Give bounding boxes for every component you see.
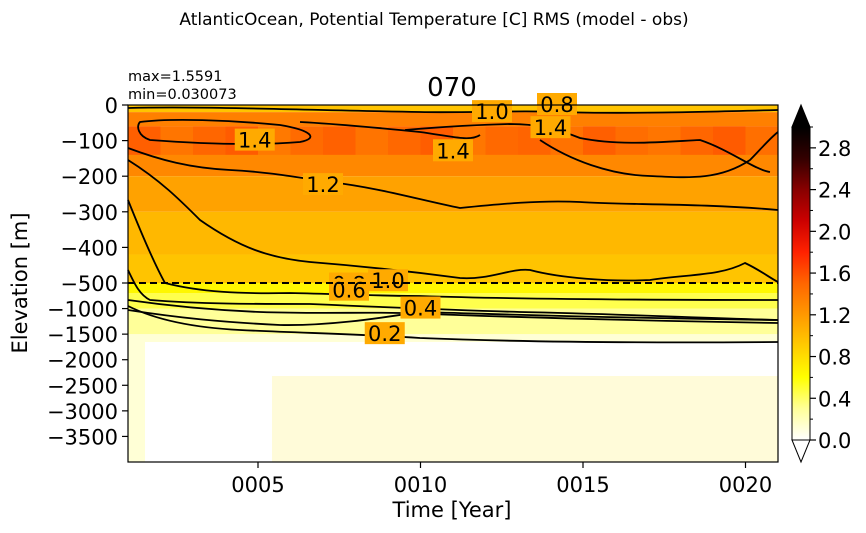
contour-label-bg-9 bbox=[400, 296, 441, 319]
y-lower-tick-label-0: −1000 bbox=[47, 298, 118, 322]
plot-area: 1.00.81.41.41.41.21.00.80.60.40.2 bbox=[127, 93, 779, 463]
field-cell-19 bbox=[745, 126, 778, 155]
chart-title: 070 bbox=[427, 73, 477, 103]
colorbar-tick-label-7: 2.8 bbox=[818, 137, 851, 161]
y-upper-tick-label-3: −300 bbox=[60, 201, 118, 225]
colorbar-extend-min bbox=[791, 439, 811, 464]
field-band-8 bbox=[128, 293, 778, 309]
contour-label-bg-4 bbox=[530, 116, 571, 139]
x-axis-label: Time [Year] bbox=[392, 498, 512, 522]
field-cell-18 bbox=[713, 126, 746, 155]
contour-label-layer: 1.00.81.41.41.41.21.00.80.60.40.2 bbox=[234, 93, 577, 346]
contour-label-bg-3 bbox=[433, 139, 473, 162]
colorbar-tick-label-2: 0.8 bbox=[818, 346, 851, 370]
field-cell-11 bbox=[485, 126, 518, 155]
contour-label-bg-10 bbox=[364, 322, 405, 345]
contour-label-bg-8 bbox=[329, 278, 369, 301]
field-band-0 bbox=[128, 105, 778, 113]
contour-label-6: 1.0 bbox=[371, 269, 404, 293]
contour-1-4-top bbox=[299, 121, 481, 140]
field-cell-2 bbox=[193, 126, 226, 155]
y-upper-tick-label-2: −200 bbox=[60, 165, 118, 189]
y-lower-tick-label-4: −3000 bbox=[47, 400, 118, 424]
field-cell-7 bbox=[355, 126, 388, 155]
colorbar: 0.0 0.4 0.8 1.2 1.6 2.0 2.4 2.8 bbox=[791, 103, 851, 464]
x-axis: 0005 0010 0015 0020 bbox=[231, 462, 772, 497]
x-tick-label-3: 0020 bbox=[719, 473, 772, 497]
deep-field bbox=[272, 376, 778, 462]
contour-label-bg-1 bbox=[537, 93, 577, 115]
contour-1-2 bbox=[127, 147, 779, 211]
y-upper-tick-label-5: −500 bbox=[60, 272, 118, 296]
contour-label-0: 1.0 bbox=[475, 100, 508, 124]
contour-label-5: 1.2 bbox=[306, 173, 339, 197]
contour-label-bg-5 bbox=[303, 173, 343, 196]
colorbar-tick-label-6: 2.4 bbox=[818, 179, 851, 203]
contour-0-4-deep bbox=[127, 299, 779, 324]
field-band-1 bbox=[128, 112, 778, 127]
y-upper-tick-label-1: −100 bbox=[60, 130, 118, 154]
field-band-5 bbox=[128, 211, 778, 255]
contour-1-0 bbox=[127, 159, 779, 283]
figure-suptitle: AtlanticOcean, Potential Temperature [C]… bbox=[179, 10, 688, 30]
contour-0-6 bbox=[127, 269, 779, 321]
x-tick-label-0: 0005 bbox=[231, 473, 284, 497]
colorbar-ticks: 0.0 0.4 0.8 1.2 1.6 2.0 2.4 2.8 bbox=[810, 126, 851, 453]
x-tick-label-1: 0010 bbox=[394, 473, 447, 497]
y-lower-tick-label-2: −2000 bbox=[47, 349, 118, 373]
colorbar-tick-label-4: 1.6 bbox=[818, 262, 851, 286]
contour-label-bg-6 bbox=[368, 269, 408, 292]
colorbar-tick-label-0: 0.0 bbox=[818, 429, 851, 453]
x-tick-label-2: 0015 bbox=[556, 473, 609, 497]
contour-label-3: 1.4 bbox=[436, 139, 469, 163]
colorbar-tick-label-3: 1.2 bbox=[818, 304, 851, 328]
contour-label-bg-2 bbox=[234, 128, 275, 151]
colorbar-gradient bbox=[791, 126, 811, 441]
y-axis-label: Elevation [m] bbox=[8, 212, 32, 353]
field-cell-15 bbox=[615, 126, 648, 155]
contour-lines bbox=[127, 106, 779, 344]
contour-label-bg-0 bbox=[472, 100, 512, 123]
contour-label-10: 0.2 bbox=[368, 322, 401, 346]
y-upper-tick-label-0: 0 bbox=[105, 94, 118, 118]
contour-1-4-left bbox=[137, 118, 312, 145]
colorbar-tick-label-1: 0.4 bbox=[818, 387, 851, 411]
y-axis: 0 −100 −200 −300 −400 −500−1000−1500−2000−250… bbox=[47, 94, 128, 449]
stat-max: max=1.5591 bbox=[128, 69, 222, 85]
contour-1-4-right bbox=[404, 123, 771, 173]
field-cell-6 bbox=[323, 126, 356, 155]
colorbar-extend-max bbox=[791, 103, 811, 128]
y-lower-tick-label-5: −3500 bbox=[47, 425, 118, 449]
contour-label-4: 1.4 bbox=[534, 116, 567, 140]
y-lower-tick-label-1: −1500 bbox=[47, 323, 118, 347]
stat-min: min=0.030073 bbox=[128, 87, 237, 103]
y-lower-tick-label-3: −2500 bbox=[47, 374, 118, 398]
field-band-7 bbox=[128, 283, 778, 294]
contour-label-2: 1.4 bbox=[238, 129, 271, 153]
field-lower-panel bbox=[128, 283, 778, 462]
contour-1-4-right-lower bbox=[539, 131, 779, 179]
y-upper-tick-label-4: −400 bbox=[60, 236, 118, 260]
contour-label-9: 0.4 bbox=[404, 297, 437, 321]
colorbar-tick-label-5: 2.0 bbox=[818, 220, 851, 244]
field-band-6 bbox=[128, 254, 778, 283]
field-upper-panel bbox=[128, 105, 778, 283]
contour-0-4 bbox=[127, 309, 779, 326]
